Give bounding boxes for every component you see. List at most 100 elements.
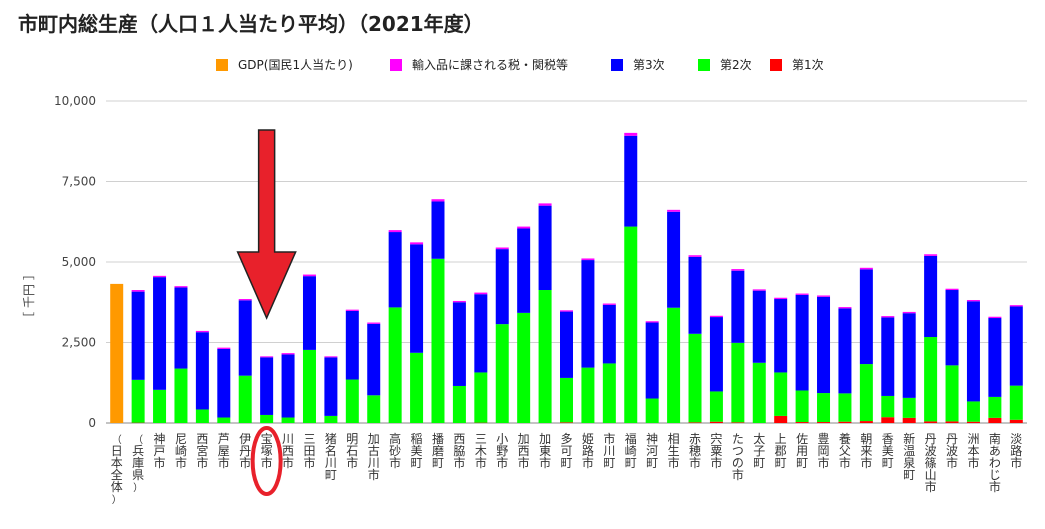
bar-tertiary (624, 135, 638, 227)
x-tick-labels: （日本全体） （兵庫県） 神戸市尼崎市西宮市芦屋市伊丹市宝塚市川西市三田市猪名川町明… (111, 431, 1023, 506)
x-tick-label: 三木市 (475, 432, 487, 470)
bar-secondary (345, 379, 359, 423)
x-tick-label: 香美町 (882, 432, 894, 470)
x-tick-label: 丹波市 (946, 432, 958, 470)
highlight-ellipse (250, 426, 283, 496)
bar-tertiary (538, 205, 552, 291)
x-tick-label: 高砂市 (389, 431, 401, 470)
bar-tax (881, 316, 895, 318)
bar-tertiary (281, 354, 295, 418)
x-tick-label: 芦屋市 (218, 432, 230, 470)
bar-secondary (388, 307, 402, 423)
bar-secondary (238, 375, 252, 423)
x-tick-label: 加古川市 (368, 432, 380, 482)
bar-secondary (709, 391, 723, 422)
bar-tax (752, 289, 766, 291)
bar-secondary (474, 372, 488, 423)
y-tick-label: 5,000 (62, 255, 96, 269)
bar-tertiary (859, 269, 873, 365)
x-tick-label: 尼崎市 (175, 432, 187, 470)
arrow-icon (236, 129, 297, 320)
bar-primary (838, 421, 852, 423)
bar-tertiary (238, 300, 252, 376)
bar-secondary (902, 397, 916, 418)
bar-secondary (945, 365, 959, 422)
x-tick-label: 新温泉町 (903, 431, 915, 482)
bar-tax (131, 290, 145, 292)
bar-tax (1009, 305, 1023, 307)
bar-secondary (410, 352, 424, 423)
x-tick-label: 西脇市 (453, 432, 465, 470)
x-tick-label: 上郡町 (775, 432, 787, 470)
bar-tertiary (667, 211, 681, 308)
bar-primary (709, 421, 723, 423)
bar-primary (859, 421, 873, 423)
bar-tax (474, 292, 488, 295)
bar-tax (195, 330, 209, 333)
bar-tax (945, 288, 959, 291)
bar-tax (410, 242, 424, 245)
x-tick-label: 豊岡市 (818, 432, 830, 470)
x-tick-label: 相生市 (668, 432, 680, 470)
x-tick-label: 多可町 (560, 432, 572, 470)
bar-primary (795, 422, 809, 423)
bar-tax (924, 254, 938, 256)
bar-tertiary (688, 256, 702, 334)
bar-secondary (517, 312, 531, 423)
x-tick-label: 神河町 (646, 432, 658, 470)
bars (110, 132, 1023, 423)
bar-primary (817, 422, 831, 423)
x-tick-label: 小野市 (496, 432, 508, 470)
legend-label-tertiary: 第3次 (633, 58, 665, 72)
bar-tertiary (367, 323, 381, 396)
bar-secondary (859, 364, 873, 422)
bar-secondary (645, 398, 659, 423)
x-tick-label: 南あわじ市 (989, 431, 1001, 494)
bar-tertiary (195, 332, 209, 410)
legend-item-tax: 輸入品に課される税・関税等 (390, 56, 568, 73)
bar-tertiary (260, 357, 274, 415)
bar-tax (581, 258, 595, 261)
bar-secondary (817, 393, 831, 423)
bar-secondary (881, 395, 895, 418)
y-axis-label: ［ 千円 ］ (22, 268, 36, 324)
bar-secondary (838, 393, 852, 422)
x-tick-label: 赤穂市 (689, 432, 701, 470)
bar-tax (302, 274, 316, 277)
bar-tax (324, 356, 338, 358)
bar-secondary (602, 363, 616, 423)
bar-primary (988, 417, 1002, 423)
bar-tertiary (517, 228, 531, 313)
bar-tertiary (345, 310, 359, 380)
x-tick-label: 川西市 (282, 432, 294, 470)
bar-tertiary (645, 322, 659, 399)
x-tick-label: 淡路市 (1010, 432, 1022, 470)
x-tick-label: 丹波篠山市 (925, 432, 937, 494)
bar-secondary (153, 389, 167, 423)
legend-item-tertiary: 第3次 (611, 56, 665, 73)
chart-title: 市町内総生産（人口１人当たり平均）（2021年度） (18, 12, 484, 36)
x-tick-label: 福崎町 (625, 431, 637, 470)
bar-tertiary (302, 276, 316, 350)
bar-tax (645, 321, 659, 323)
y-tick-label: 2,500 (62, 336, 96, 350)
bar-tax (988, 316, 1002, 319)
bar-tertiary (174, 287, 188, 369)
bar-tax (538, 203, 552, 206)
highlight-annotation (236, 129, 297, 496)
bar-tax (774, 297, 788, 300)
legend-label-secondary: 第2次 (720, 58, 752, 72)
y-tick-label: 7,500 (62, 175, 96, 189)
bar-secondary (324, 415, 338, 423)
bar-primary (1009, 419, 1023, 423)
bar-primary (731, 422, 745, 423)
bar-secondary (752, 362, 766, 423)
bar-tertiary (131, 291, 145, 380)
bar-secondary (195, 409, 209, 423)
bar-secondary (688, 333, 702, 423)
bar-tax (452, 300, 466, 303)
legend-item-gdp: GDP(国民1人当たり) (216, 56, 353, 73)
bar-tertiary (795, 294, 809, 391)
bar-tax (560, 310, 573, 312)
